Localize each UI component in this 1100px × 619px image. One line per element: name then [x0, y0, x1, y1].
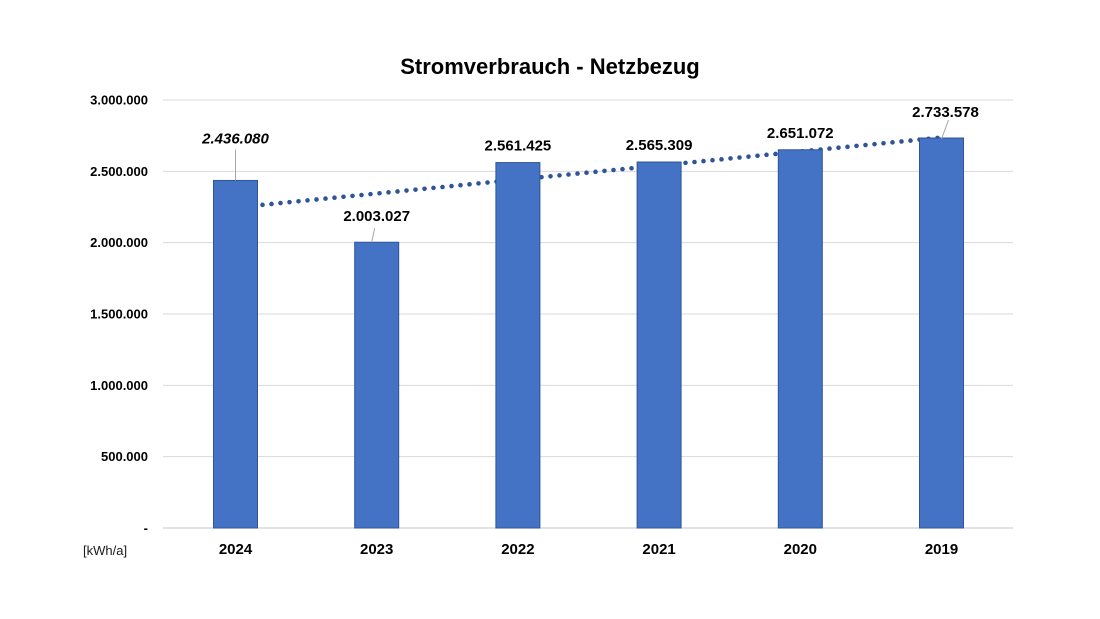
trendline-dot: [332, 195, 337, 201]
unit-label: [kWh/a]: [83, 543, 128, 558]
trendline-dot: [314, 197, 319, 202]
trendline-dot: [746, 154, 751, 159]
trendline-dot: [692, 159, 697, 165]
trendline-dot: [278, 200, 283, 206]
trendline-dot: [440, 184, 445, 190]
trendline-dot: [899, 139, 904, 144]
trendline-dot: [764, 152, 769, 158]
trendline-dot: [755, 153, 760, 159]
trendline-dot: [377, 190, 382, 196]
x-axis-label-2023: 2023: [360, 541, 393, 558]
bar-2021: [636, 161, 682, 529]
trendline-dot: [386, 190, 391, 195]
trendline-dot: [863, 142, 868, 148]
data-label-2024: 2.436.080: [201, 130, 269, 147]
trendline-dot: [404, 188, 409, 193]
data-label-2022: 2.561.425: [485, 138, 552, 155]
trendline-dot: [629, 165, 634, 171]
trendline-dot: [485, 180, 490, 185]
bar-2020: [777, 149, 823, 529]
trendline-dot: [395, 189, 400, 194]
trendline-dot: [269, 201, 274, 207]
x-axis-label-2021: 2021: [642, 541, 675, 558]
bar-2019: [919, 137, 964, 529]
trendline-dot: [422, 186, 427, 192]
trendline-dot: [908, 138, 913, 143]
chart-title: Stromverbrauch - Netzbezug: [400, 54, 700, 79]
label-leader-line: [371, 228, 376, 243]
x-axis-label-2019: 2019: [925, 541, 958, 558]
trendline-dot: [458, 182, 463, 188]
trendline-dot: [449, 183, 454, 189]
trendline-dot: [710, 157, 715, 163]
y-axis-tick-label: 1.500.000: [90, 307, 148, 322]
bar-2024: [213, 179, 258, 529]
trendline-dot: [611, 167, 616, 173]
trendline-dot: [881, 140, 886, 146]
trendline-dot: [476, 181, 481, 186]
trendline-dot: [431, 185, 436, 191]
trendline-dot: [584, 170, 589, 176]
trendline-dot: [575, 171, 580, 176]
y-axis-tick-label: 500.000: [101, 449, 148, 464]
y-axis-tick-label: 1.000.000: [90, 378, 148, 393]
trendline-dot: [773, 151, 778, 157]
trendline-dot: [836, 145, 841, 151]
trendline-dot: [467, 182, 472, 187]
trendline-dot: [350, 193, 355, 199]
x-axis-label-2022: 2022: [501, 541, 534, 558]
trendline-dot: [593, 169, 598, 175]
data-label-2020: 2.651.072: [767, 125, 834, 142]
data-label-2019: 2.733.578: [912, 104, 979, 121]
label-leader-line: [941, 119, 949, 140]
trendline-dot: [854, 143, 859, 149]
trendline-dot: [296, 198, 301, 204]
x-axis-label-2024: 2024: [219, 541, 253, 558]
trendline-dot: [566, 172, 571, 177]
trendline-dot: [872, 141, 877, 147]
trendline-dot: [557, 173, 562, 178]
y-axis-tick-label: -: [144, 521, 148, 536]
trendline-dot: [620, 166, 625, 172]
trendline-dot: [890, 140, 895, 145]
trendline-dot: [260, 202, 265, 208]
y-axis-tick-label: 2.000.000: [90, 235, 148, 250]
trendline-dot: [323, 196, 328, 201]
trendline-dot: [683, 160, 688, 166]
trendline-dot: [341, 194, 346, 200]
data-label-2023: 2.003.027: [343, 208, 410, 225]
trendline-dot: [728, 156, 733, 161]
trendline-dot: [368, 191, 373, 197]
trendline-dot: [305, 198, 310, 203]
trendline-dot: [845, 144, 850, 150]
bar-2023: [354, 241, 400, 529]
trendline-dot: [701, 158, 706, 164]
trendline-dot: [413, 187, 418, 192]
trendline-dot: [287, 199, 292, 205]
trendline-dot: [719, 157, 724, 162]
trendline-dot: [827, 146, 832, 151]
x-axis-label-2020: 2020: [784, 541, 817, 558]
trendline-dot: [602, 168, 607, 174]
data-label-2021: 2.565.309: [626, 137, 693, 154]
trendline-dot: [737, 155, 742, 160]
bar-2022: [495, 162, 541, 529]
trendline-dot: [359, 192, 364, 198]
y-axis-tick-label: 3.000.000: [90, 93, 148, 108]
y-axis-tick-label: 2.500.000: [90, 164, 148, 179]
trendline-dot: [548, 173, 553, 179]
